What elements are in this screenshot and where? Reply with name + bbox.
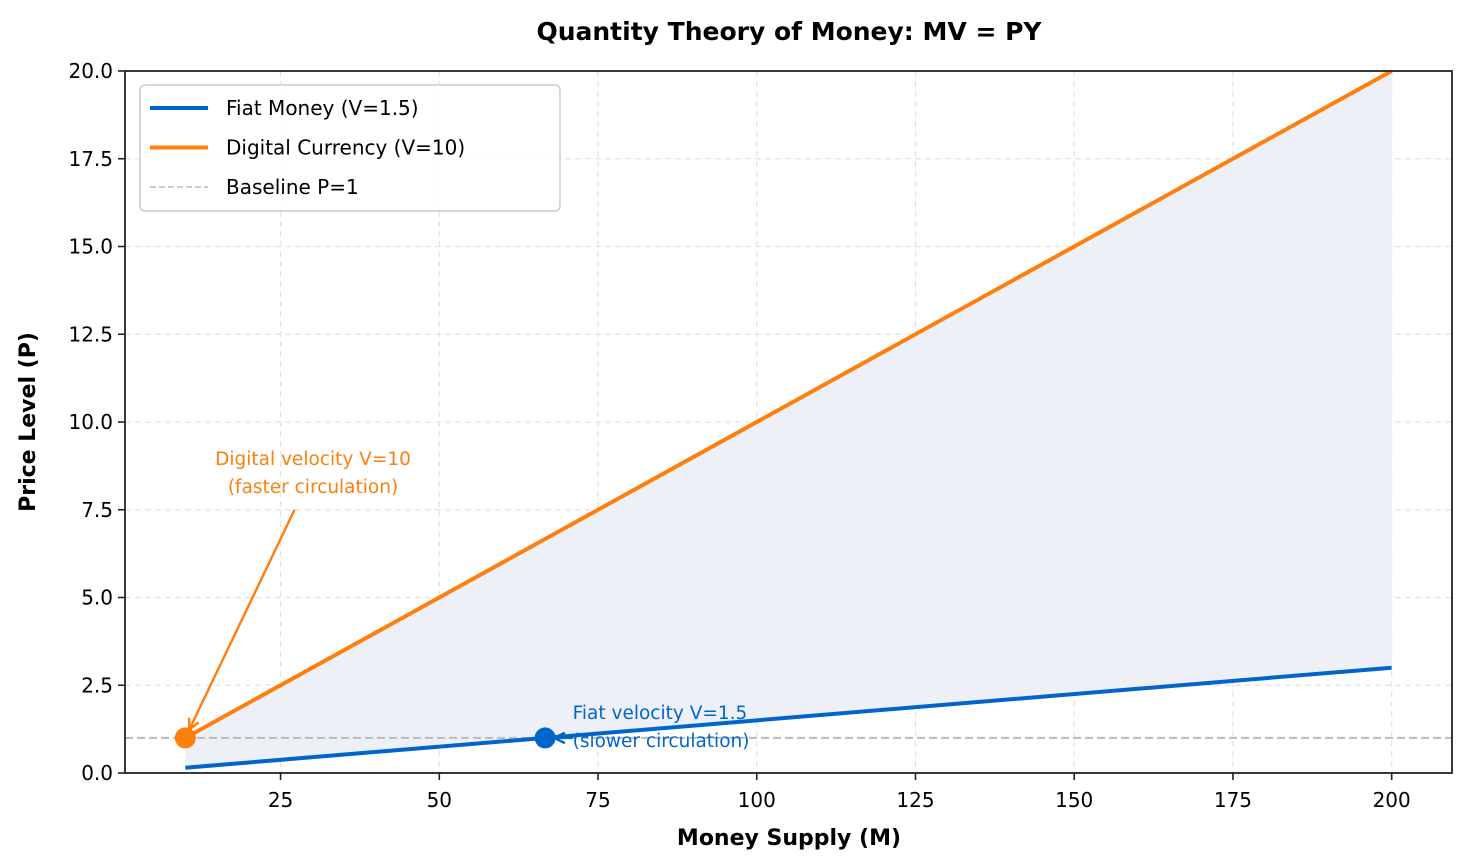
y-tick-label: 0.0 bbox=[81, 761, 113, 785]
y-tick-label: 12.5 bbox=[68, 322, 113, 346]
annotation-text: (slower circulation) bbox=[573, 731, 750, 752]
digital-point-marker bbox=[174, 727, 196, 749]
y-tick-label: 17.5 bbox=[68, 147, 113, 171]
x-tick-label: 100 bbox=[738, 788, 776, 812]
x-tick-label: 25 bbox=[268, 788, 293, 812]
annotation-text: Digital velocity V=10 bbox=[215, 449, 411, 470]
x-tick-label: 150 bbox=[1055, 788, 1093, 812]
fiat-point-marker bbox=[534, 727, 556, 749]
legend-label: Digital Currency (V=10) bbox=[226, 136, 465, 160]
fiat-money-line bbox=[185, 665, 1392, 770]
y-tick-label: 2.5 bbox=[81, 673, 113, 697]
y-tick-label: 15.0 bbox=[68, 235, 113, 259]
x-tick-label: 125 bbox=[896, 788, 934, 812]
y-tick-label: 5.0 bbox=[81, 586, 113, 610]
legend-label: Fiat Money (V=1.5) bbox=[226, 96, 419, 120]
x-tick-label: 75 bbox=[585, 788, 610, 812]
y-tick-label: 20.0 bbox=[68, 59, 113, 83]
x-tick-label: 200 bbox=[1373, 788, 1411, 812]
legend-box bbox=[139, 84, 561, 212]
chart-title: Quantity Theory of Money: MV = PY bbox=[536, 17, 1042, 46]
plot-area: Digital velocity V=10 (faster circulation… bbox=[68, 59, 1453, 812]
x-axis-title: Money Supply (M) bbox=[677, 826, 901, 851]
y-axis-title: Price Level (P) bbox=[16, 332, 41, 512]
legend-label: Baseline P=1 bbox=[226, 175, 359, 199]
y-tick-label: 10.0 bbox=[68, 410, 113, 434]
annotation-arrow bbox=[188, 509, 296, 731]
fill-between-area bbox=[185, 71, 1392, 768]
x-tick-label: 175 bbox=[1214, 788, 1252, 812]
x-tick-label: 50 bbox=[427, 788, 452, 812]
y-tick-label: 7.5 bbox=[81, 498, 113, 522]
legend: Fiat Money (V=1.5) Digital Currency (V=10… bbox=[139, 84, 561, 212]
annotation-text: (faster circulation) bbox=[228, 477, 398, 498]
digital-currency-line bbox=[184, 71, 1393, 740]
annotation-text: Fiat velocity V=1.5 bbox=[573, 703, 748, 724]
plot-inner bbox=[125, 71, 1452, 773]
